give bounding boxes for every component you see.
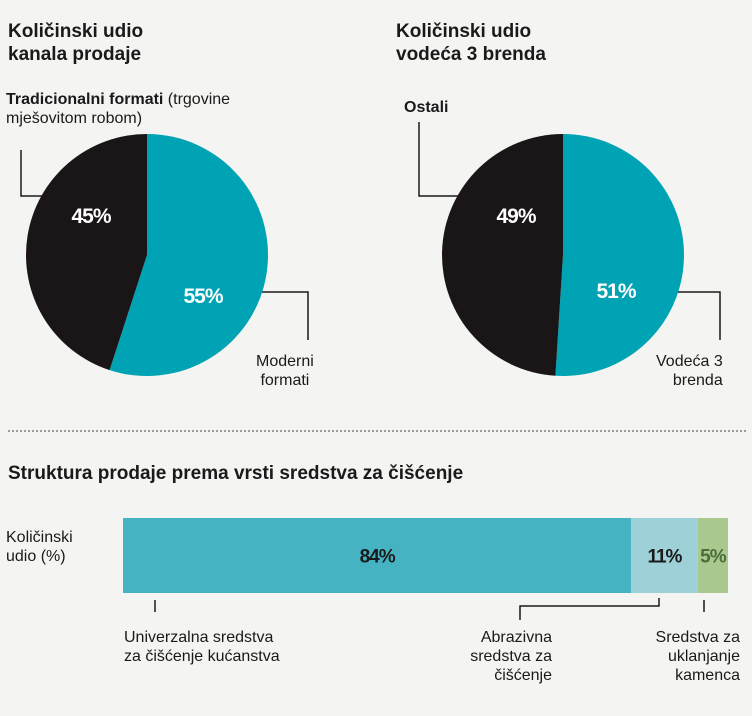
- bar-title: Struktura prodaje prema vrsti sredstva z…: [8, 463, 464, 484]
- bar-label-limescale-line3: kamenca: [675, 667, 740, 684]
- pie1-title-line1: Količinski udio: [8, 21, 144, 42]
- pie1-title: Količinski udio kanala prodaje: [8, 20, 143, 66]
- bar-segment-2: [697, 518, 728, 593]
- pie1-pct-label-1: 55%: [183, 285, 223, 308]
- pie2-label-vodeca: Vodeća 3 brenda: [656, 352, 723, 390]
- pie2-leader-ostali: [418, 122, 458, 197]
- pie1-label-modern: Moderni formati: [256, 352, 314, 390]
- pie2-slice-0: [442, 133, 563, 376]
- bar-segment-label-1: 11%: [647, 547, 682, 568]
- pie1-label-modern-line1: Moderni: [256, 353, 314, 370]
- stacked-bar: 84% 11% 5%: [123, 518, 728, 593]
- section-divider: [8, 430, 746, 432]
- pie1-label-traditional-line1: Tradicionalni formati (trgovine: [6, 91, 231, 108]
- bar-ylabel-line2: udio (%): [6, 548, 66, 565]
- bar-leader-abrasive: [519, 598, 660, 620]
- bar-label-abrasive-line3: čišćenje: [494, 667, 552, 684]
- bar-label-universal-line1: Univerzalna sredstva: [124, 629, 274, 646]
- pie2-label-ostali-text: Ostali: [404, 99, 449, 116]
- pie1-title-line2: kanala prodaje: [8, 44, 142, 65]
- pie1-slice-1: [109, 134, 268, 376]
- bar-label-abrasive-line2: sredstva za: [470, 648, 552, 665]
- pie2-leader-ostali-line: [418, 122, 458, 197]
- bar-label-universal: Univerzalna sredstva za čišćenje kućanst…: [124, 628, 280, 666]
- pie2-label-vodeca-line2: brenda: [672, 372, 723, 389]
- pie2-slices: 49% 51%: [442, 133, 685, 376]
- bar-segment-0: [123, 518, 632, 593]
- pie2-title-line2: vodeća 3 brenda: [396, 44, 546, 65]
- pie2-title-line1: Količinski udio: [396, 21, 532, 42]
- pie1-label-traditional-line2: mješovitom robom): [6, 110, 143, 127]
- bar-segment-label-0: 84%: [360, 547, 396, 568]
- bar-label-limescale-line2: uklanjanje: [667, 648, 740, 665]
- bar-label-abrasive: Abrazivna sredstva za čišćenje: [452, 628, 552, 685]
- pie1-leader-modern-line: [246, 291, 309, 340]
- bar-segment-label-2: 5%: [700, 547, 727, 568]
- bar-segment-1: [631, 518, 698, 593]
- pie1-slices: 45% 55%: [25, 134, 268, 376]
- pie1-leader-traditional-line: [20, 150, 44, 197]
- bar-label-abrasive-line1: Abrazivna: [480, 629, 552, 646]
- bar-label-limescale: Sredstva za uklanjanje kamenca: [636, 628, 740, 685]
- pie2-pct-label-0: 49%: [496, 205, 536, 228]
- bar-ylabel-line1: Količinski: [6, 529, 73, 546]
- bar-label-limescale-line1: Sredstva za: [655, 629, 740, 646]
- pie1-label-modern-line2: formati: [260, 372, 310, 389]
- pie1-leader-traditional: [20, 150, 44, 197]
- pie1-slice-0: [25, 134, 148, 371]
- pie2-label-ostali: Ostali: [404, 98, 448, 117]
- pie2-slice-1: [555, 134, 685, 376]
- pie1-pct-label-0: 45%: [71, 205, 111, 228]
- pie2-label-vodeca-line1: Vodeća 3: [656, 353, 723, 370]
- pie2-title: Količinski udio vodeća 3 brenda: [396, 20, 546, 66]
- bar-label-universal-line2: za čišćenje kućanstva: [124, 648, 280, 665]
- pie2-pct-label-1: 51%: [596, 280, 636, 303]
- pie2-leader-vodeca-line: [664, 291, 721, 340]
- pie1-label-traditional: Tradicionalni formati (trgovine mješovit…: [6, 90, 230, 128]
- pie2-leader-vodeca: [664, 291, 721, 340]
- bar-ylabel: Količinski udio (%): [6, 528, 73, 566]
- pie1-leader-modern: [246, 291, 309, 340]
